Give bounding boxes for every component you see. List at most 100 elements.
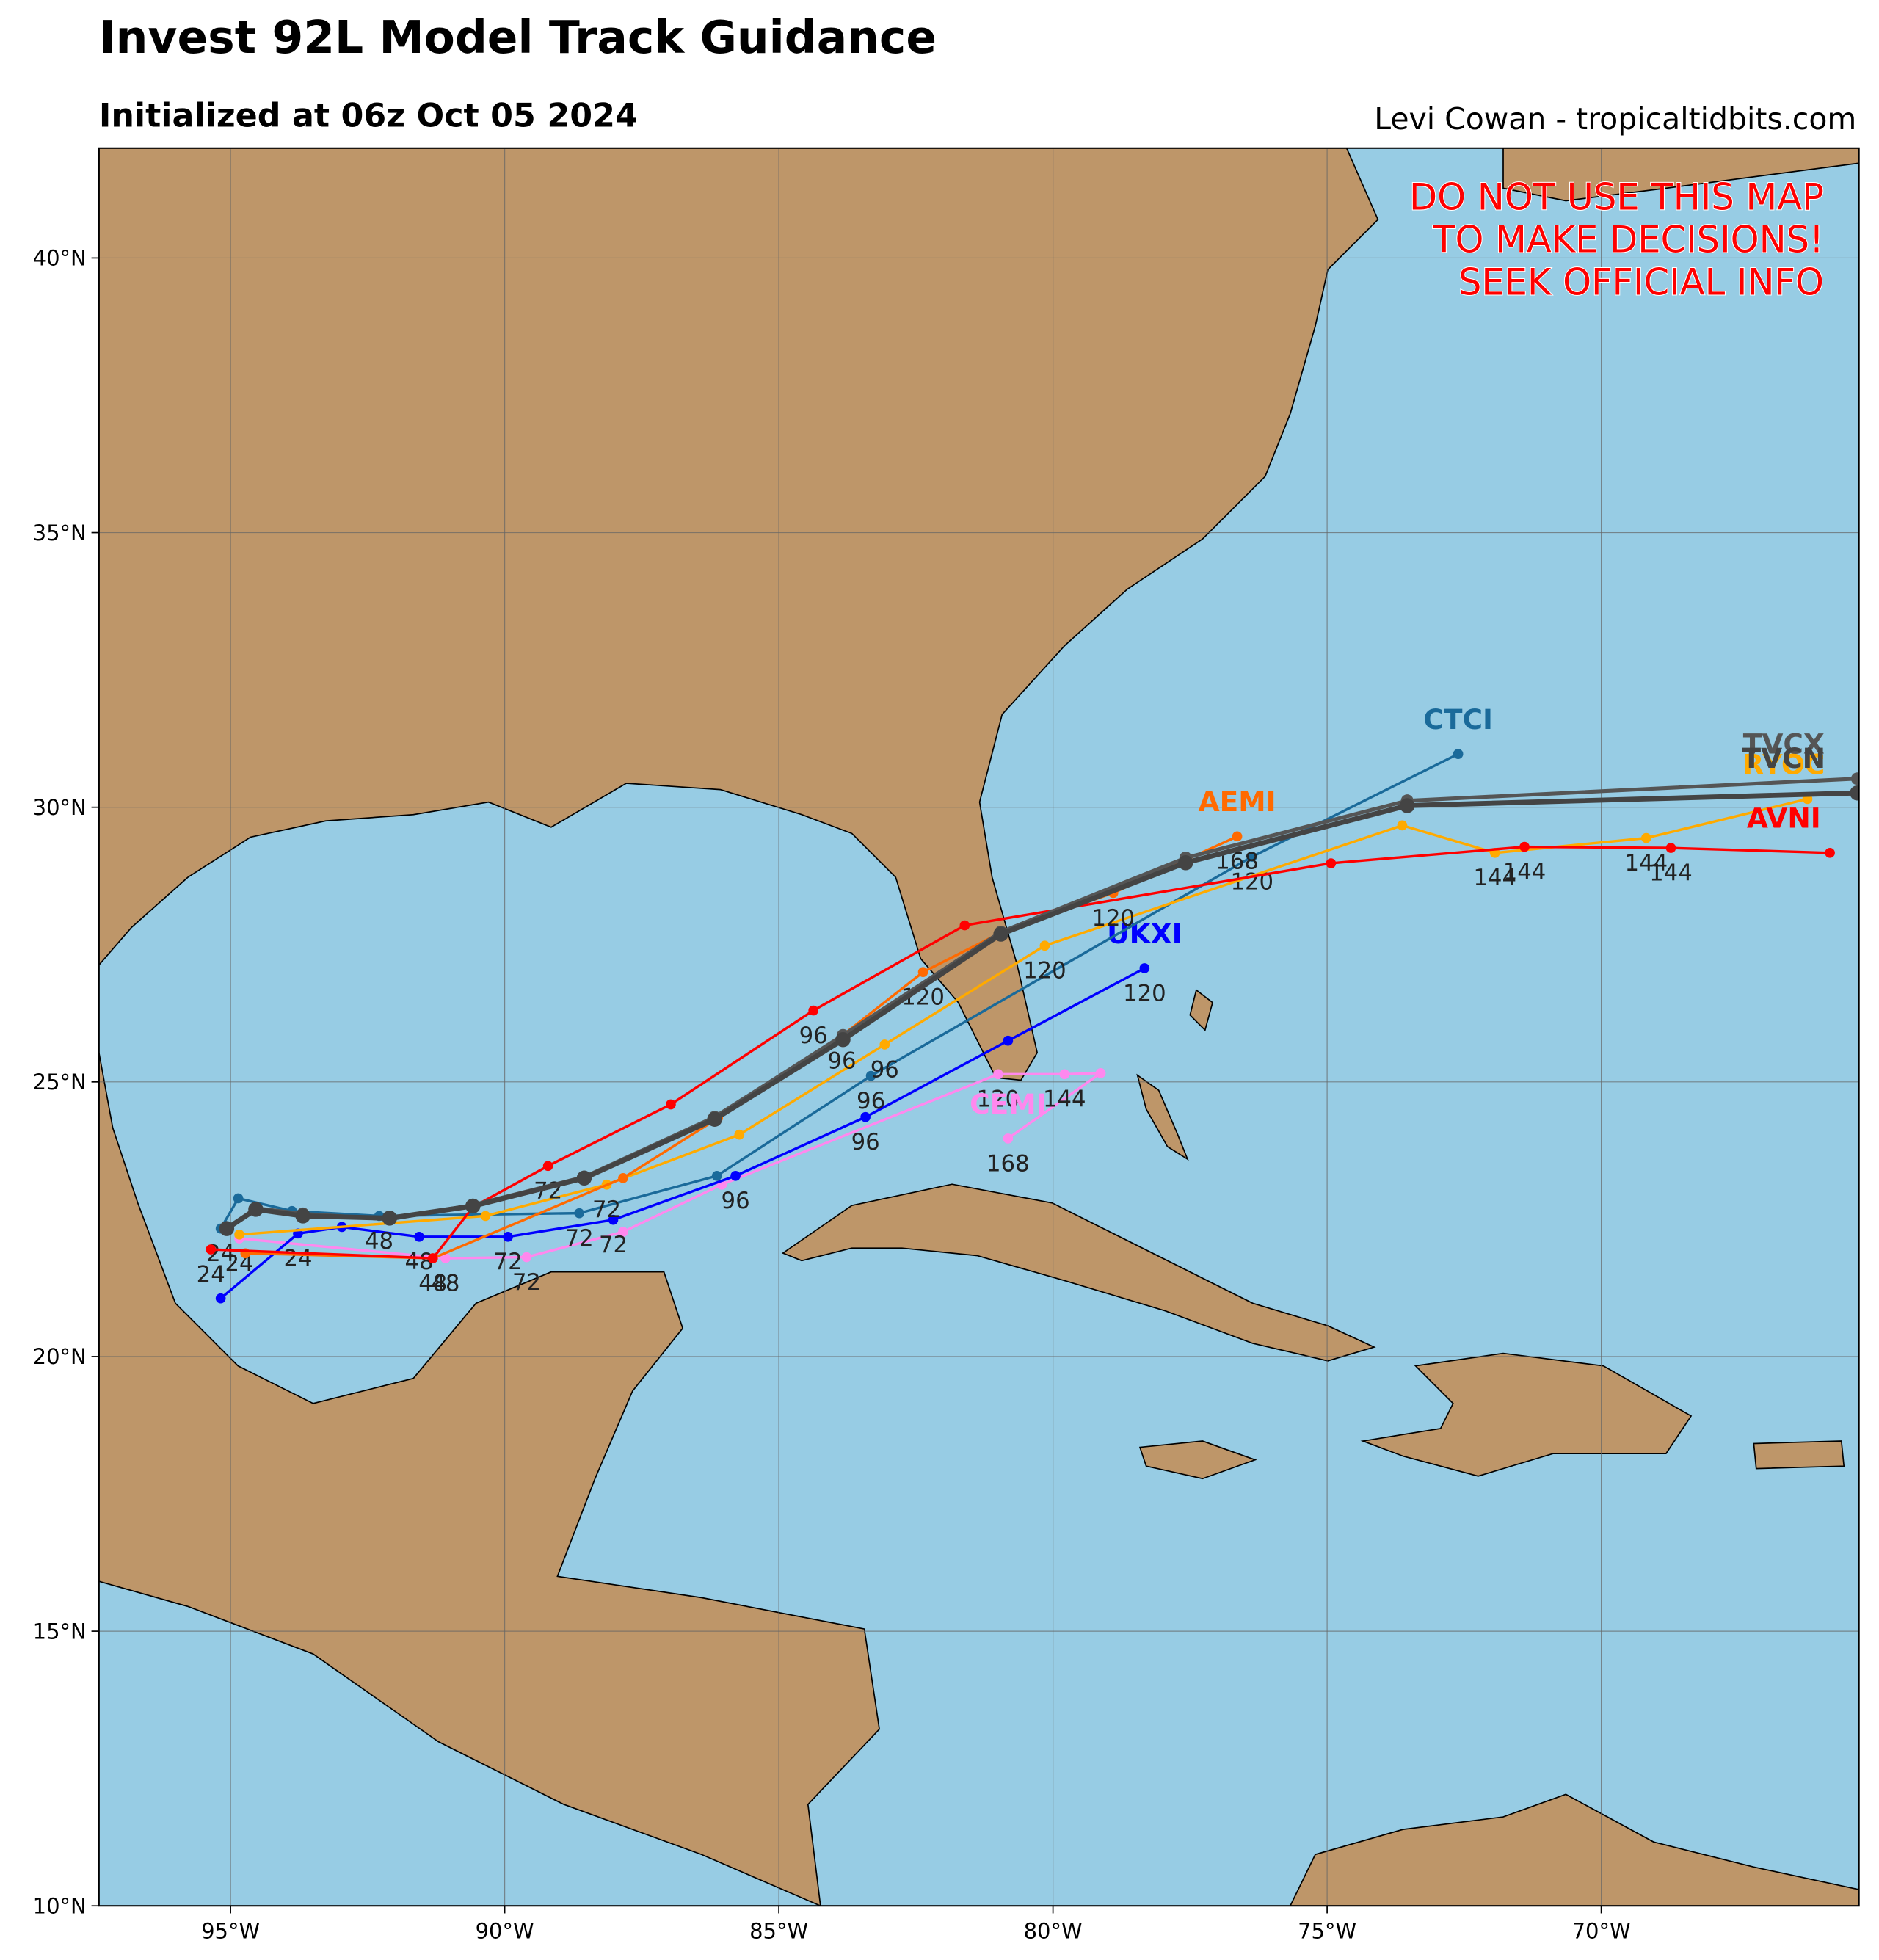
track-point bbox=[248, 1202, 264, 1217]
y-tick-label: 15°N bbox=[33, 1619, 87, 1644]
model-name: CEMI bbox=[970, 1088, 1047, 1120]
hour-label: 72 bbox=[565, 1225, 594, 1252]
track-line bbox=[239, 797, 1808, 1236]
track-point bbox=[574, 1208, 585, 1219]
track-point bbox=[917, 967, 928, 977]
hour-label: 120 bbox=[1123, 980, 1166, 1006]
hour-label: 72 bbox=[592, 1197, 621, 1223]
track-point bbox=[1039, 940, 1050, 951]
hour-label: 24 bbox=[197, 1261, 225, 1288]
land-northeast bbox=[1502, 148, 1859, 202]
hour-label: 144 bbox=[1625, 850, 1668, 876]
x-tick-label: 90°W bbox=[476, 1919, 534, 1944]
axes: 95°W 90°W 85°W 80°W 75°W 70°W 10°N 15°N 20°N 25°N… bbox=[33, 246, 1631, 1944]
hour-label: 144 bbox=[1503, 859, 1547, 885]
warning-text: DO NOT USE THIS MAP bbox=[1409, 175, 1824, 218]
track-point bbox=[1825, 847, 1835, 858]
x-tick-label: 75°W bbox=[1298, 1919, 1356, 1944]
hour-label: 120 bbox=[1091, 905, 1135, 932]
model-name: AEMI bbox=[1199, 785, 1276, 818]
y-tick-label: 20°N bbox=[33, 1344, 87, 1369]
grid bbox=[98, 148, 1859, 1906]
track-point bbox=[618, 1227, 628, 1237]
track-point bbox=[993, 1069, 1003, 1080]
track-point bbox=[666, 1099, 676, 1110]
x-tick-label: 80°W bbox=[1024, 1919, 1083, 1944]
track-point bbox=[440, 1253, 451, 1263]
track-point bbox=[1059, 1069, 1070, 1080]
track-point bbox=[1399, 798, 1415, 813]
track-point bbox=[206, 1244, 217, 1255]
model-name: CTCI bbox=[1423, 703, 1493, 736]
plot-frame bbox=[98, 147, 1860, 1907]
track-point bbox=[219, 1221, 235, 1236]
track-point bbox=[1397, 820, 1408, 831]
track-point bbox=[521, 1252, 532, 1263]
x-tick-label: 85°W bbox=[749, 1919, 808, 1944]
hour-label: 120 bbox=[977, 1086, 1020, 1113]
track-point bbox=[1232, 831, 1243, 842]
hour-label: 96 bbox=[851, 1129, 880, 1155]
y-tick-label: 25°N bbox=[33, 1070, 87, 1095]
warning-text: TO MAKE DECISIONS! bbox=[1432, 218, 1824, 261]
track: TVCN bbox=[219, 742, 1859, 1236]
track-point bbox=[1246, 852, 1257, 862]
hour-label: 72 bbox=[512, 1269, 541, 1296]
track-point bbox=[576, 1170, 592, 1186]
hour-label: 144 bbox=[1649, 860, 1693, 886]
track-point bbox=[1178, 855, 1193, 871]
hour-label: 96 bbox=[857, 1088, 885, 1114]
track-point bbox=[233, 1193, 244, 1204]
hour-label: 96 bbox=[722, 1188, 750, 1214]
track-point bbox=[1003, 1035, 1014, 1046]
track-point bbox=[865, 1070, 876, 1081]
track-point bbox=[711, 1170, 722, 1181]
track-point bbox=[1519, 841, 1530, 852]
track-line bbox=[225, 790, 1858, 1231]
track-point bbox=[993, 926, 1008, 942]
hour-label: 144 bbox=[1043, 1086, 1086, 1113]
hour-label: 72 bbox=[494, 1249, 523, 1275]
x-tick-label: 70°W bbox=[1572, 1919, 1631, 1944]
hour-label: 48 bbox=[418, 1270, 447, 1296]
hour-label: 120 bbox=[1023, 958, 1066, 984]
warning-text: SEEK OFFICIAL INFO bbox=[1458, 261, 1824, 303]
track-point bbox=[503, 1232, 513, 1242]
hour-label: 96 bbox=[871, 1056, 899, 1083]
track-point bbox=[707, 1111, 722, 1127]
track-point bbox=[860, 1111, 871, 1122]
track-line bbox=[219, 967, 1146, 1299]
land-puerto-rico bbox=[1753, 1440, 1845, 1470]
track-point bbox=[1850, 785, 1859, 801]
track-point bbox=[618, 1172, 628, 1183]
y-tick-label: 40°N bbox=[33, 246, 87, 271]
track-point bbox=[542, 1161, 553, 1172]
hour-label: 24 bbox=[283, 1246, 312, 1272]
title: Invest 92L Model Track Guidance bbox=[99, 12, 937, 64]
track-point bbox=[1326, 858, 1337, 868]
track: 24 48 72 120 144 168 CEMI bbox=[225, 1068, 1106, 1296]
hour-label: 72 bbox=[599, 1232, 628, 1258]
track-point bbox=[480, 1211, 491, 1222]
land-cuba bbox=[781, 1183, 1376, 1362]
land-bahamas bbox=[1136, 989, 1214, 1161]
track-point bbox=[215, 1293, 226, 1304]
track-point bbox=[1665, 843, 1676, 853]
hour-label: 96 bbox=[799, 1023, 828, 1049]
track-point bbox=[234, 1230, 244, 1240]
hour-label: 96 bbox=[827, 1048, 856, 1074]
land-mexico-central-america bbox=[98, 1052, 880, 1906]
y-tick-label: 35°N bbox=[33, 520, 87, 545]
hour-label: 144 bbox=[1473, 865, 1516, 891]
y-tick-label: 10°N bbox=[33, 1893, 87, 1918]
track-point bbox=[295, 1208, 310, 1224]
track-point bbox=[1641, 832, 1651, 843]
credit: Levi Cowan - tropicaltidbits.com bbox=[1374, 101, 1856, 137]
track-point bbox=[959, 920, 970, 931]
